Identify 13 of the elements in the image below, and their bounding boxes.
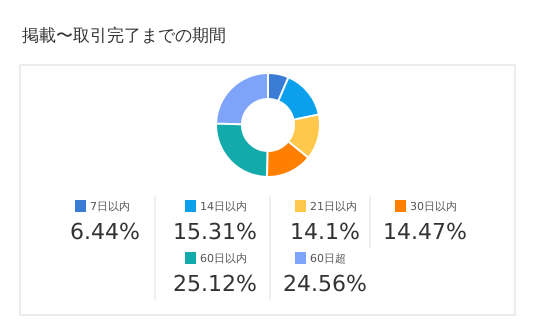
data-label: 14.47% (383, 220, 467, 245)
legend-label: 14日以内 (200, 200, 247, 213)
data-label: 14.1% (290, 220, 360, 245)
legend-label: 7日以内 (90, 200, 130, 213)
data-label: 6.44% (70, 220, 140, 245)
legend-label: 60日以内 (200, 252, 247, 265)
legend-label: 21日以内 (310, 200, 357, 213)
data-label: 15.31% (173, 220, 257, 245)
chart-title: 掲載〜取引完了までの期間 (22, 26, 226, 46)
data-label: 25.12% (173, 272, 257, 297)
data-label: 24.56% (283, 272, 367, 297)
legend-label: 60日超 (310, 252, 346, 265)
legend-label: 30日以内 (410, 200, 457, 213)
